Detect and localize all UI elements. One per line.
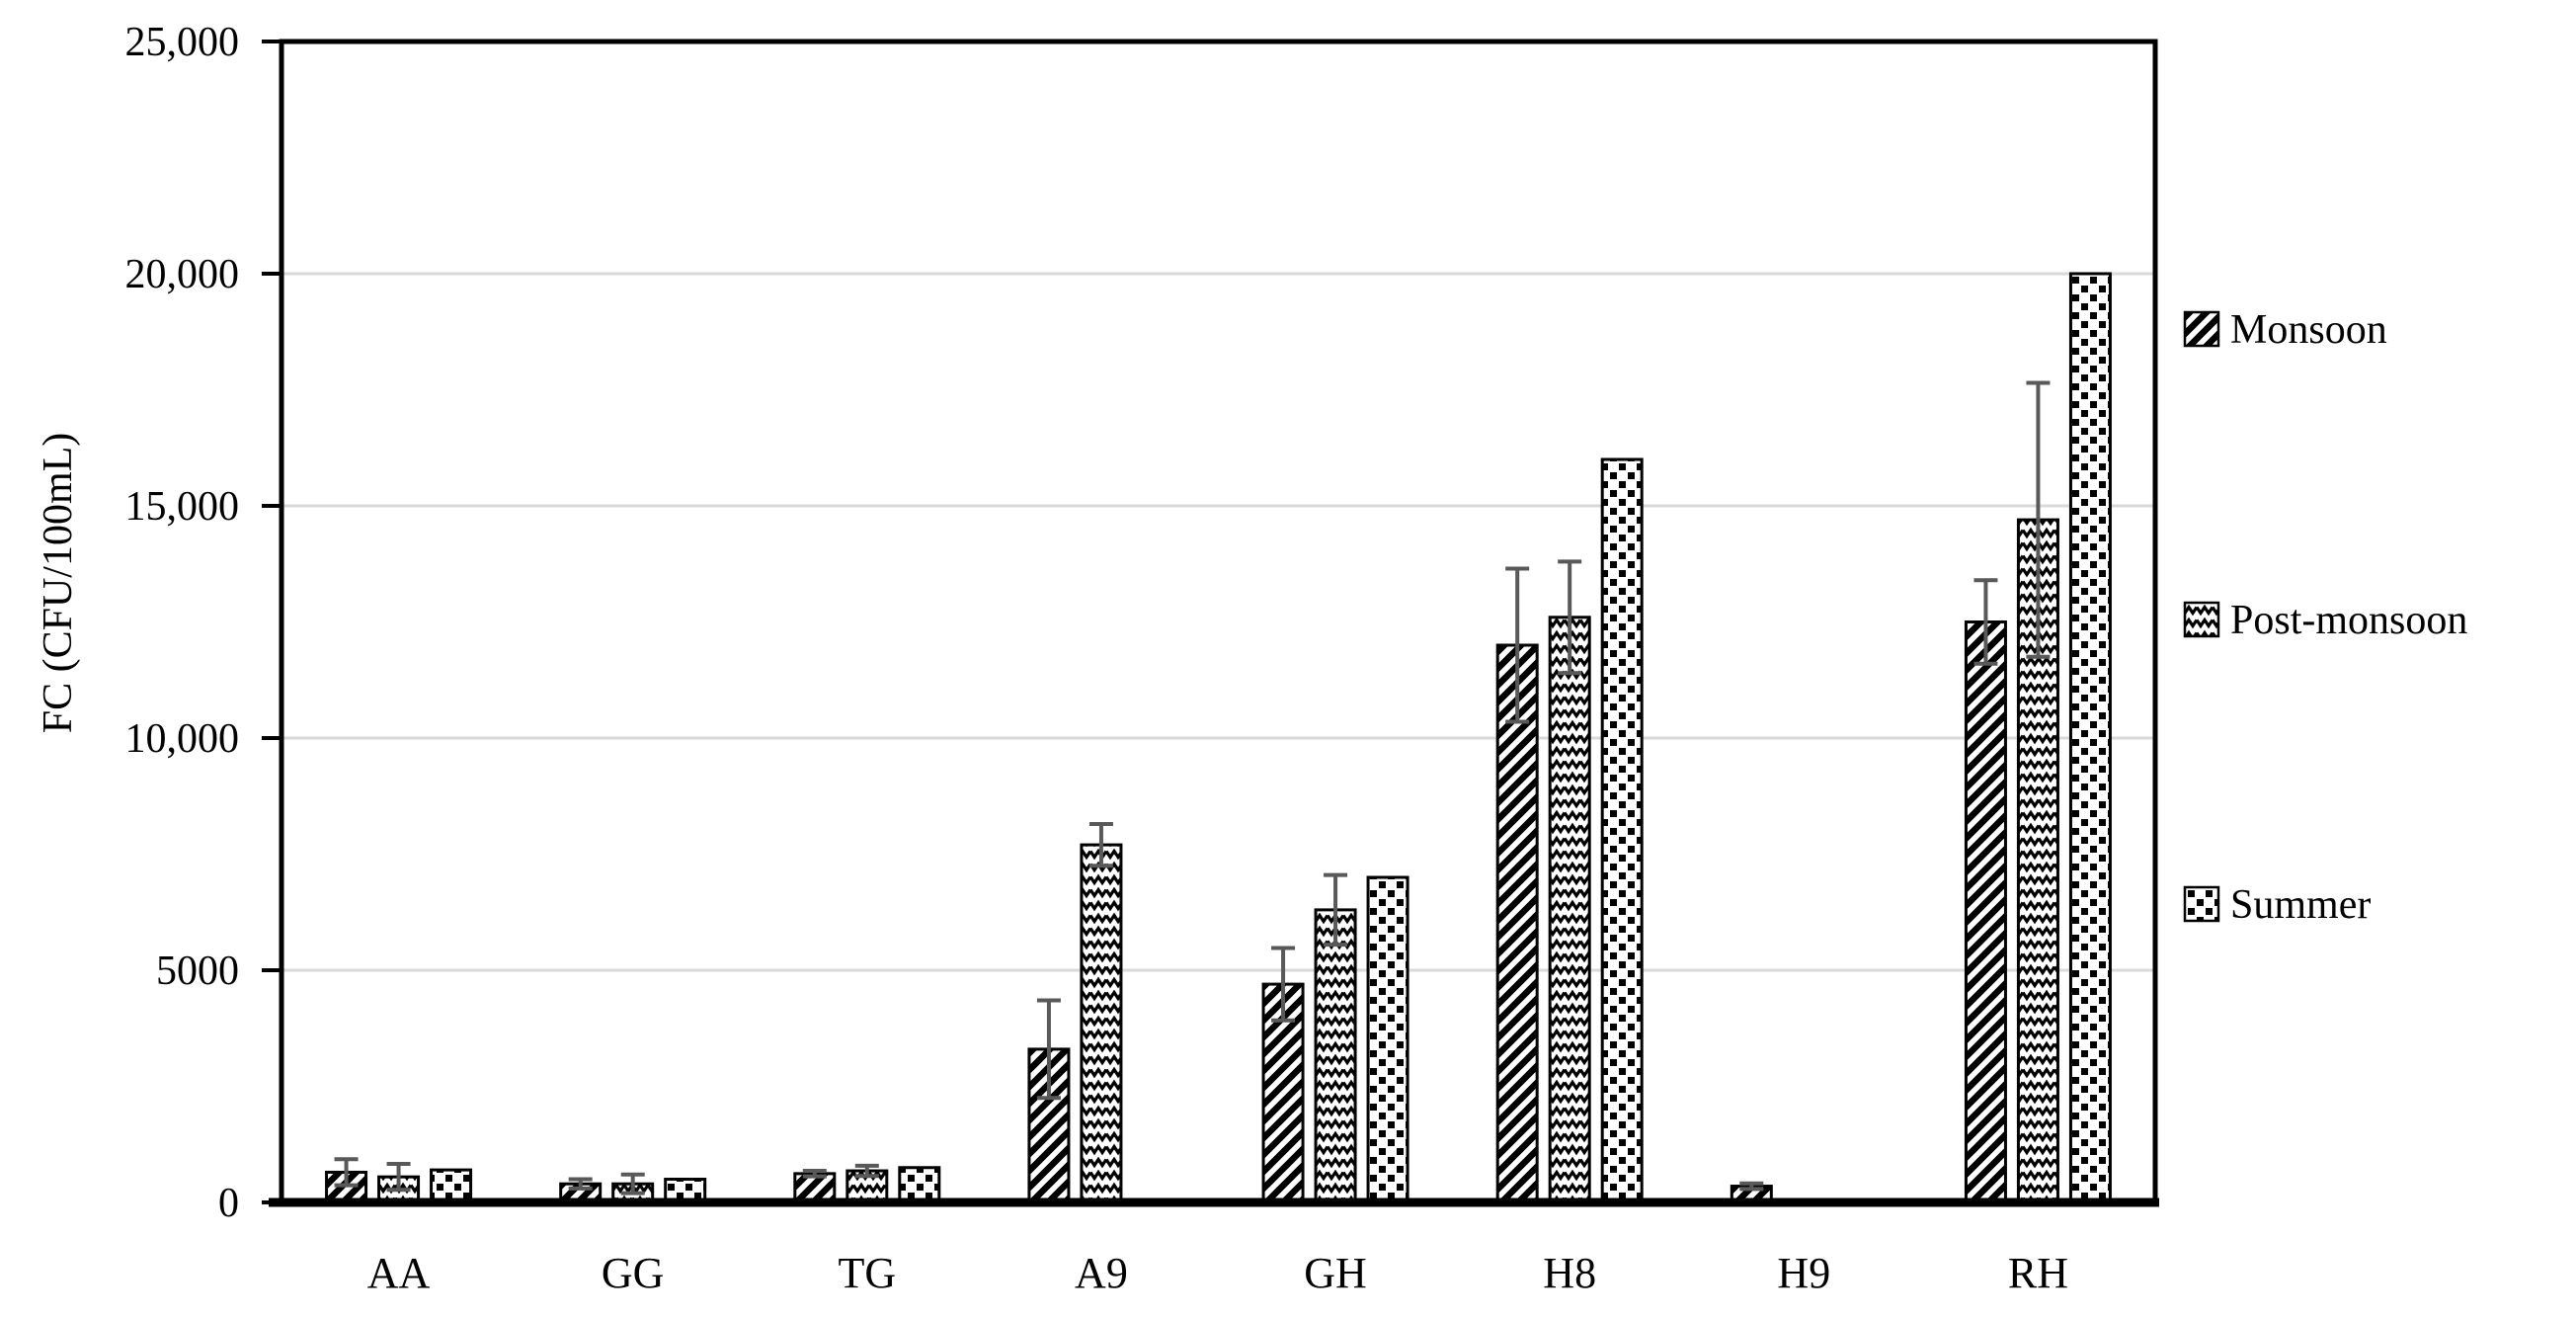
error-bar-post-monsoon-H8 bbox=[1558, 559, 1582, 676]
legend-label-monsoon: Monsoon bbox=[2230, 307, 2387, 353]
y-tick-label-15000: 15,000 bbox=[125, 484, 240, 530]
error-bar-post-monsoon-GG bbox=[620, 1172, 645, 1196]
error-bar-post-monsoon-RH bbox=[2026, 380, 2051, 659]
x-axis-label-TG: TG bbox=[838, 1249, 896, 1297]
axes-layer bbox=[262, 39, 2159, 1207]
error-bar-monsoon-TG bbox=[802, 1169, 827, 1179]
error-bar-monsoon-RH bbox=[1973, 578, 1998, 666]
error-bar-post-monsoon-A9 bbox=[1088, 821, 1113, 868]
bar-summer-GH bbox=[1366, 875, 1409, 1204]
error-bar-post-monsoon-AA bbox=[386, 1161, 411, 1193]
legend-swatch-monsoon-icon bbox=[2183, 310, 2220, 348]
bar-monsoon-TG bbox=[793, 1172, 837, 1204]
x-axis-label-H8: H8 bbox=[1543, 1249, 1596, 1297]
x-axis-label-H9: H9 bbox=[1777, 1249, 1830, 1297]
bar-summer-RH bbox=[2068, 272, 2112, 1204]
bar-post-monsoon-A9 bbox=[1080, 843, 1123, 1204]
legend-item-post-monsoon: Post-monsoon bbox=[2183, 598, 2467, 643]
y-tick-label-5000: 5000 bbox=[156, 949, 239, 994]
error-bar-monsoon-A9 bbox=[1036, 998, 1061, 1101]
legend-swatch-summer-icon bbox=[2183, 885, 2220, 923]
y-axis-title: FC (CFU/100mL) bbox=[36, 433, 81, 734]
y-tick-label-25000: 25,000 bbox=[125, 20, 240, 65]
y-tick-label-0: 0 bbox=[218, 1181, 239, 1226]
error-bars-layer bbox=[334, 380, 2051, 1196]
error-bar-monsoon-H9 bbox=[1739, 1181, 1764, 1192]
plot-frame bbox=[279, 39, 2158, 1205]
bar-summer-TG bbox=[898, 1166, 941, 1204]
bar-summer-H8 bbox=[1600, 457, 1644, 1204]
labels-layer: 0 5000 10,000 15,000 20,000 25,000 AA GG TG A9 GH H… bbox=[36, 20, 2068, 1297]
gridlines-layer bbox=[283, 272, 2153, 972]
legend-swatch-post-monsoon-icon bbox=[2183, 601, 2220, 638]
error-bar-monsoon-H8 bbox=[1505, 566, 1530, 724]
bar-summer-AA bbox=[430, 1168, 473, 1204]
error-bar-monsoon-AA bbox=[334, 1157, 359, 1188]
x-axis-label-GG: GG bbox=[602, 1249, 665, 1297]
error-bar-post-monsoon-TG bbox=[854, 1163, 879, 1179]
bar-monsoon-RH bbox=[1964, 620, 2007, 1204]
bar-post-monsoon-GH bbox=[1314, 908, 1357, 1204]
bar-monsoon-H8 bbox=[1495, 643, 1539, 1204]
y-tick-label-10000: 10,000 bbox=[125, 716, 240, 762]
legend-item-summer: Summer bbox=[2183, 882, 2371, 928]
x-axis-label-AA: AA bbox=[367, 1249, 431, 1297]
legend-layer: Monsoon Post-monsoon Summer bbox=[2183, 307, 2467, 928]
y-tick-label-20000: 20,000 bbox=[125, 252, 240, 297]
x-axis-label-RH: RH bbox=[2008, 1249, 2068, 1297]
legend-label-post-monsoon: Post-monsoon bbox=[2230, 598, 2467, 643]
legend-item-monsoon: Monsoon bbox=[2183, 307, 2387, 353]
bar-post-monsoon-H8 bbox=[1548, 616, 1591, 1204]
x-axis-label-GH: GH bbox=[1304, 1249, 1367, 1297]
error-bar-post-monsoon-GH bbox=[1324, 872, 1348, 948]
error-bar-monsoon-GG bbox=[568, 1177, 593, 1191]
error-bar-monsoon-GH bbox=[1271, 946, 1296, 1023]
x-axis-label-A9: A9 bbox=[1075, 1249, 1128, 1297]
legend-label-summer: Summer bbox=[2230, 882, 2371, 928]
